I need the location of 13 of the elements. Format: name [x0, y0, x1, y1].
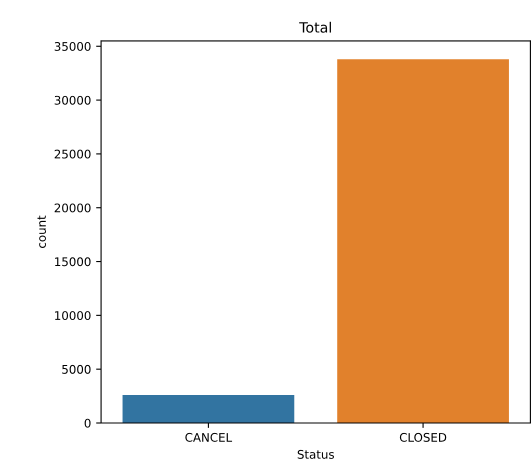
y-tick-label: 10000	[55, 311, 91, 320]
chart-title: Total	[299, 22, 331, 33]
y-tick-label: 0	[84, 418, 91, 428]
y-axis-title: count	[38, 216, 46, 248]
x-tick-label: CLOSED	[400, 432, 446, 442]
y-tick-label: 20000	[54, 203, 91, 212]
y-tick-label: 25000	[54, 150, 91, 159]
y-tick-label: 15000	[55, 257, 91, 266]
x-tick-label: CANCEL	[185, 432, 232, 442]
y-tick-label: 35000	[54, 42, 91, 51]
y-tick-label: 30000	[54, 96, 91, 105]
x-axis-title: Status	[298, 450, 334, 459]
y-tick-label: 5000	[62, 364, 91, 374]
